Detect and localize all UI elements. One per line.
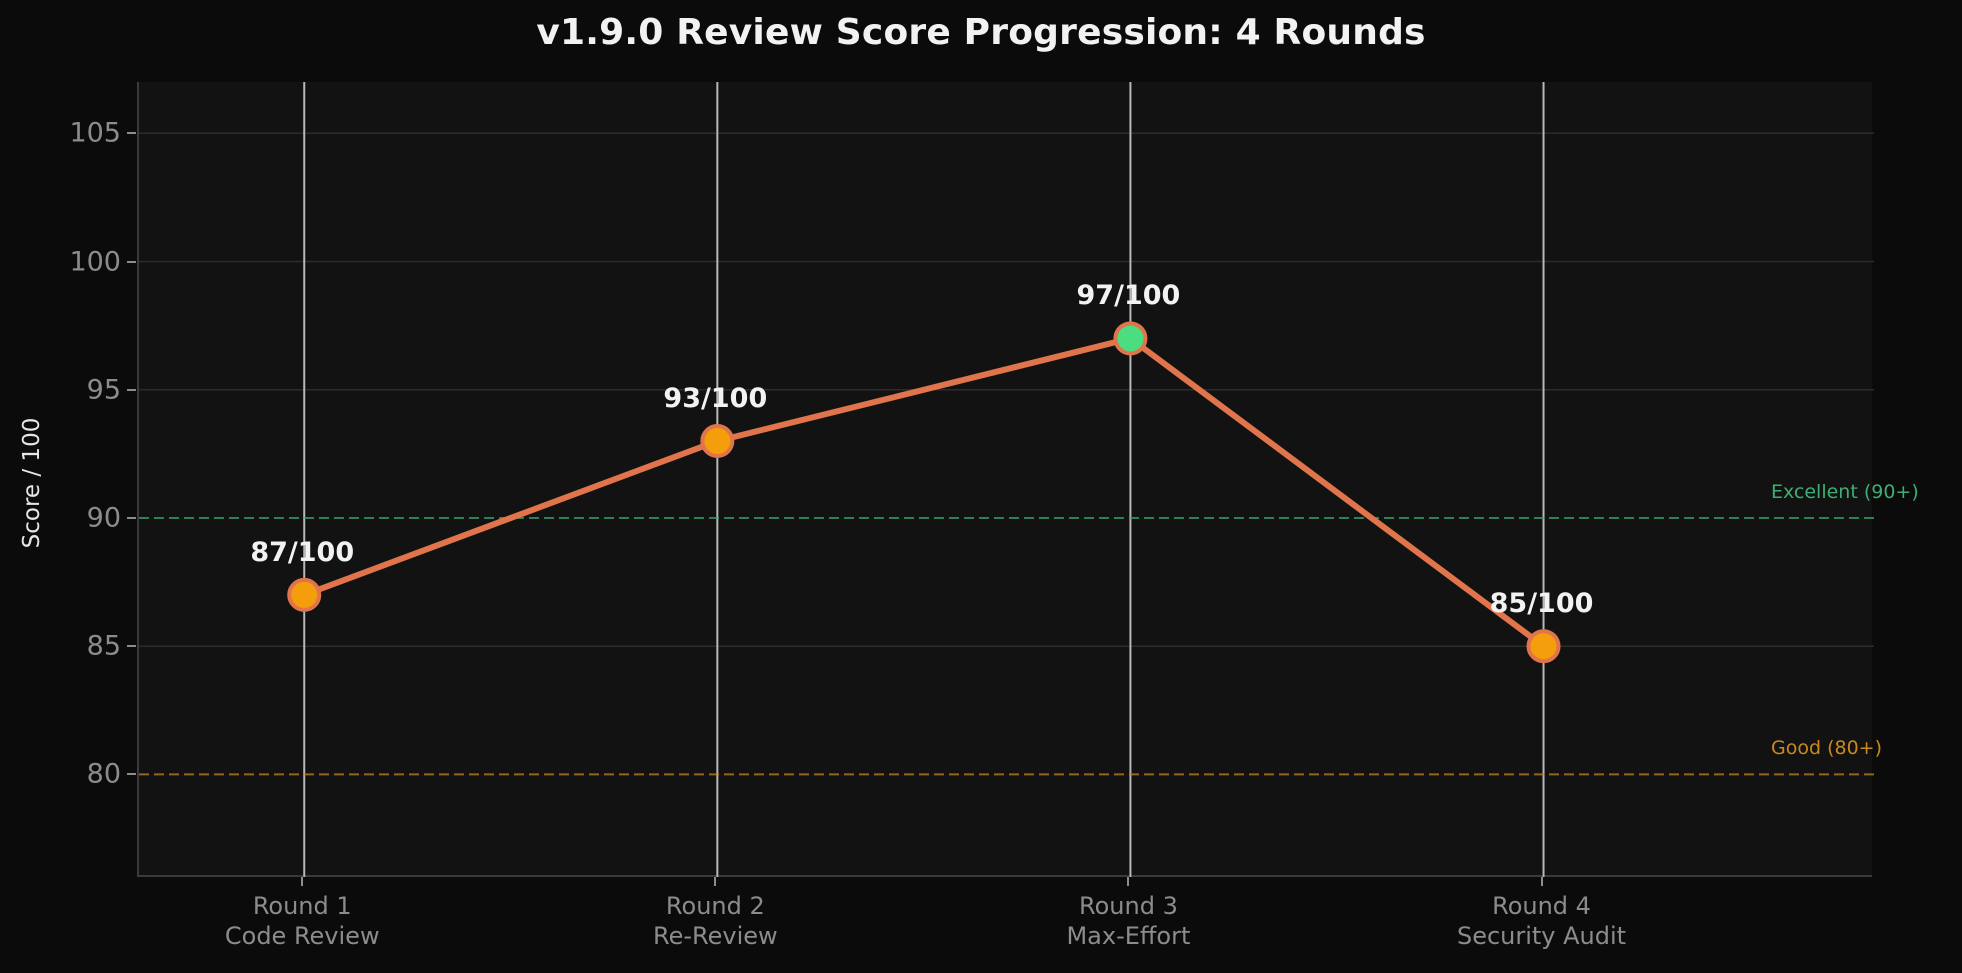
y-tick-mark	[127, 260, 136, 263]
x-tick-mark	[714, 877, 717, 886]
y-tick-mark	[127, 773, 136, 776]
round-number: Round 4	[1492, 892, 1591, 920]
x-tick-label: Round 2 Re-Review	[565, 891, 865, 951]
reference-line-label: Excellent (90+)	[1771, 480, 1919, 503]
round-type: Re-Review	[653, 922, 778, 950]
data-point-label: 93/100	[663, 383, 768, 415]
score-line	[301, 335, 1547, 650]
x-tick-mark	[1540, 877, 1543, 886]
round-number: Round 3	[1079, 892, 1178, 920]
x-tick-label: Round 3 Max-Effort	[978, 891, 1278, 951]
data-point-marker	[700, 424, 735, 459]
y-tick-label: 95	[86, 374, 121, 406]
y-tick-mark	[127, 132, 136, 135]
y-tick-mark	[127, 516, 136, 519]
y-tick-mark	[127, 388, 136, 391]
y-tick-label: 105	[69, 117, 121, 149]
x-tick-label: Round 1 Code Review	[152, 891, 452, 951]
x-tick-mark	[301, 877, 304, 886]
data-point-marker	[1526, 629, 1561, 664]
chart-title: v1.9.0 Review Score Progression: 4 Round…	[536, 12, 1426, 53]
plot-area	[137, 82, 1874, 877]
round-number: Round 1	[252, 892, 352, 920]
reference-line-label: Good (80+)	[1771, 737, 1882, 760]
y-tick-label: 90	[86, 502, 121, 534]
data-point-marker	[287, 577, 322, 612]
y-tick-label: 85	[86, 630, 121, 662]
data-point-label: 85/100	[1489, 588, 1594, 620]
data-point-label: 97/100	[1076, 280, 1181, 312]
x-tick-label: Round 4 Security Audit	[1392, 891, 1692, 951]
round-type: Security Audit	[1456, 922, 1627, 950]
round-number: Round 2	[665, 892, 765, 920]
round-type: Max-Effort	[1066, 922, 1191, 950]
y-tick-mark	[127, 645, 136, 648]
data-point-marker	[1113, 321, 1148, 356]
x-tick-mark	[1127, 877, 1130, 886]
round-type: Code Review	[224, 922, 380, 950]
line-chart	[139, 82, 1874, 877]
y-tick-label: 100	[69, 246, 121, 278]
data-point-label: 87/100	[250, 536, 355, 568]
y-tick-label: 80	[86, 758, 121, 790]
